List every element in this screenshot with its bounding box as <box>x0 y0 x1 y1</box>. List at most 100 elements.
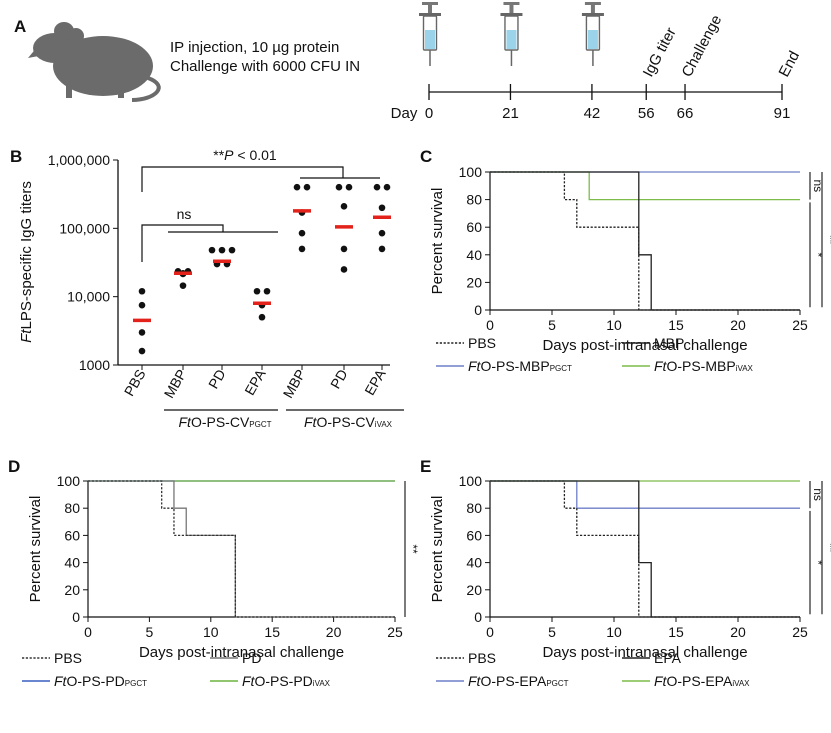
panelD-y-tick-label: 40 <box>64 555 80 571</box>
group-ivax-sub: iVAX <box>375 420 393 429</box>
timeline-day-label: Day <box>391 105 418 122</box>
b-data-point <box>258 313 266 321</box>
group-pgct-sub: PGCT <box>249 420 271 429</box>
group-label-ivax: FtO-PS-CViVAX <box>304 414 393 430</box>
panel-c-letter: C <box>420 147 432 166</box>
b-data-point <box>253 287 261 295</box>
event-label-56: IgG titer <box>640 25 680 80</box>
panel-b-letter: B <box>10 147 22 166</box>
panelD-y-tick-label: 0 <box>72 609 80 625</box>
panel-c: C 0 20 40 60 80 100 0 5 10 15 20 25 Days post-intran… <box>420 147 831 354</box>
timeline-day-66: 66 <box>677 105 694 122</box>
syringe-icon <box>419 2 441 66</box>
protocol-line-2: Challenge with 6000 CFU IN <box>170 58 360 75</box>
syringe-plunger <box>590 5 595 13</box>
b-data-point <box>383 183 391 191</box>
panelC-y-tick-label: 100 <box>459 164 483 180</box>
panel-c-legend-label: MBP <box>654 335 684 351</box>
b-data-point <box>138 329 146 336</box>
b-data-point <box>138 301 146 309</box>
sig-rest: < 0.01 <box>234 147 277 163</box>
panelD-y-tick-label: 100 <box>57 473 81 489</box>
panel-b-plot: 1000 10,000 100,000 1,000,000 PBS MBP PD EPA MBP… <box>48 152 404 411</box>
panel-c-legend-label: PBS <box>468 335 496 351</box>
syringe-icon <box>581 2 604 66</box>
syringe-plunger-cap <box>422 2 438 5</box>
b-x-tick-label: PBS <box>121 367 149 399</box>
group-ivax-prefix: Ft <box>304 414 318 430</box>
syringe-liquid <box>425 30 435 49</box>
b-x-tick-label: PD <box>205 367 229 392</box>
b-data-point <box>208 246 216 254</box>
panelC-sig-label: * <box>811 252 825 257</box>
syringe-flange <box>419 13 441 16</box>
b-data-point <box>345 183 353 191</box>
b-data-point <box>378 204 386 212</box>
b-y-tick-label: 1,000,000 <box>48 152 110 168</box>
syringe-flange <box>500 13 523 16</box>
panelD-series-1 <box>88 480 395 618</box>
panel-c-legend-part: Ft <box>654 358 668 374</box>
panel-d-legend-label: PD <box>242 650 261 666</box>
panel-d-plot: 0 20 40 60 80 100 0 5 10 15 20 25 Days post-intranas… <box>27 473 420 661</box>
panel-d-legend-part: Ft <box>242 673 256 689</box>
panel-e-legend-part: O-PS-EPA <box>480 673 547 689</box>
protocol-line-1: IP injection, 10 µg protein <box>170 39 339 56</box>
panelC-y-axis-label: Percent survival <box>429 188 446 295</box>
b-x-tick-label: MBP <box>161 367 190 401</box>
syringe-plunger <box>509 5 514 13</box>
event-label-66: Challenge <box>679 12 726 80</box>
syringe-liquid <box>506 30 517 49</box>
ylabel-rest: LPS-specific IgG titers <box>18 181 35 329</box>
group-ivax-main: O-PS-CV <box>316 414 375 430</box>
panelE-y-tick-label: 40 <box>466 555 482 571</box>
panel-e-legend-part: PGCT <box>546 679 568 688</box>
panelE-x-tick-label: 25 <box>792 624 808 640</box>
b-data-point <box>340 245 348 253</box>
timeline-day-21: 21 <box>502 105 519 122</box>
panelE-y-tick-label: 60 <box>466 527 482 543</box>
panelC-y-tick-label: 0 <box>474 302 482 318</box>
b-data-point <box>373 183 381 191</box>
panelD-sig-label: ** <box>406 544 420 554</box>
significance-label: **P < 0.01 <box>213 147 277 163</box>
panelC-sig-label: ns <box>811 179 825 192</box>
panelC-series-3 <box>490 171 800 201</box>
panelC-y-tick-label: 20 <box>466 274 482 290</box>
mouse-icon <box>28 22 161 102</box>
panelD-y-axis-label: Percent survival <box>27 496 44 603</box>
syringe-liquid <box>587 30 598 49</box>
panelE-x-tick-label: 0 <box>486 624 494 640</box>
timeline-day-0: 0 <box>425 105 433 122</box>
b-data-point <box>138 287 146 295</box>
b-data-point <box>340 203 348 210</box>
group-pgct-prefix: Ft <box>178 414 192 430</box>
panelC-x-tick-label: 20 <box>730 317 746 333</box>
b-y-tick-label: 1000 <box>79 357 110 373</box>
panel-c-plot: 0 20 40 60 80 100 0 5 10 15 20 25 Days post-intranas… <box>429 164 831 354</box>
panelE-y-axis-label: Percent survival <box>429 496 446 603</box>
panelE-x-axis-label: Days post-intranasal challenge <box>542 644 747 661</box>
b-y-tick-label: 100,000 <box>59 220 110 236</box>
panel-d-legend-part: O-PS-PD <box>66 673 124 689</box>
timeline-day-42: 42 <box>584 105 601 122</box>
panelE-series-0 <box>490 480 800 618</box>
panel-e-legend-part: O-PS-EPA <box>666 673 733 689</box>
panel-d-legend-label: FtO-PS-PDiVAX <box>242 673 331 689</box>
panelE-sig-label: ns <box>811 488 825 501</box>
panelD-x-axis-label: Days post-intranasal challenge <box>139 644 344 661</box>
panelD-x-tick-label: 15 <box>264 624 280 640</box>
panelC-x-tick-label: 10 <box>606 317 622 333</box>
panelE-y-tick-label: 100 <box>459 473 483 489</box>
panel-c-legend-label: FtO-PS-MBPPGCT <box>468 358 572 374</box>
b-data-point <box>340 266 348 273</box>
panel-e: E 0 20 40 60 80 100 0 5 10 15 20 25 Days post-intran… <box>420 457 831 661</box>
panel-d-legend-label: PBS <box>54 650 82 666</box>
panelE-y-tick-label: 80 <box>466 500 482 516</box>
panelD-x-tick-label: 0 <box>84 624 92 640</box>
panelC-x-tick-label: 15 <box>668 317 684 333</box>
panelD-x-tick-label: 5 <box>146 624 154 640</box>
panel-d-legend-label: FtO-PS-PDPGCT <box>54 673 147 689</box>
panelC-y-tick-label: 40 <box>466 247 482 263</box>
